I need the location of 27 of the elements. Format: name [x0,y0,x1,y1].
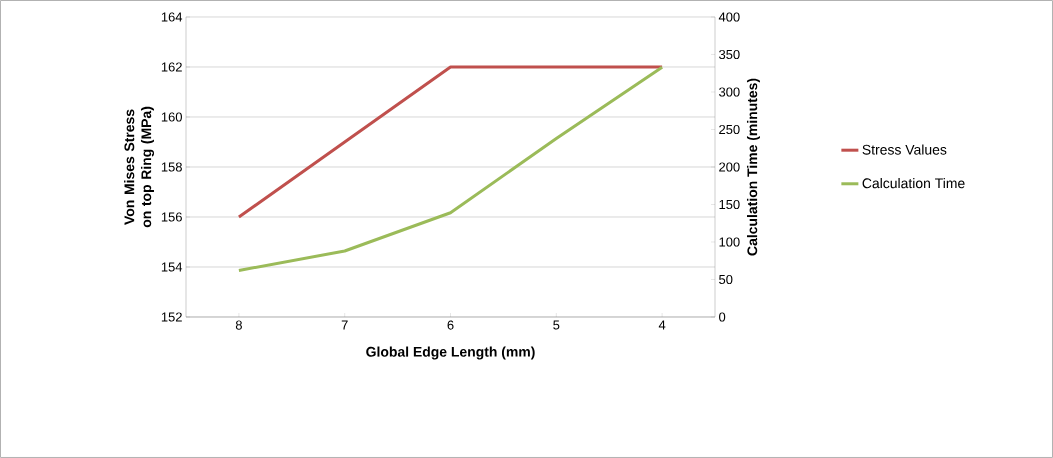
x-axis-title: Global Edge Length (mm) [366,346,535,360]
y2-tick-label: 400 [718,12,740,22]
line-series [237,65,664,272]
y2-tick-label: 100 [719,237,740,247]
legend-label: Calculation Time [862,177,965,189]
y-tick-label: 152 [161,312,182,322]
x-tick-label: 8 [235,320,242,330]
y2-tick-label: 200 [719,162,740,172]
legend-label: Stress Values [862,144,947,155]
y2-tick-label: 350 [719,49,740,60]
y-tick-label: 156 [161,212,182,222]
y2-tick-label: 300 [719,87,740,97]
y-axis-title: Von Mises Stress on top Ring (MPa) [124,106,155,228]
y-tick-label: 154 [161,262,183,272]
y2-tick-label: 50 [719,274,733,285]
y-tick-label: 164 [161,12,183,22]
y2-tick-label: 150 [719,199,740,210]
y-tick-label: 162 [161,62,182,72]
y2-tick-label: 250 [719,124,740,135]
x-tick-label: 4 [658,320,666,330]
y-tick-label: 158 [161,162,182,172]
x-tick-label: 5 [553,320,560,330]
x-tick-label: 7 [341,320,348,330]
x-tick-label: 6 [447,320,454,330]
y-tick-label: 160 [161,112,182,122]
y2-axis-title: Calculation Time (minutes) [746,78,760,256]
y2-tick-label: 0 [719,312,726,322]
